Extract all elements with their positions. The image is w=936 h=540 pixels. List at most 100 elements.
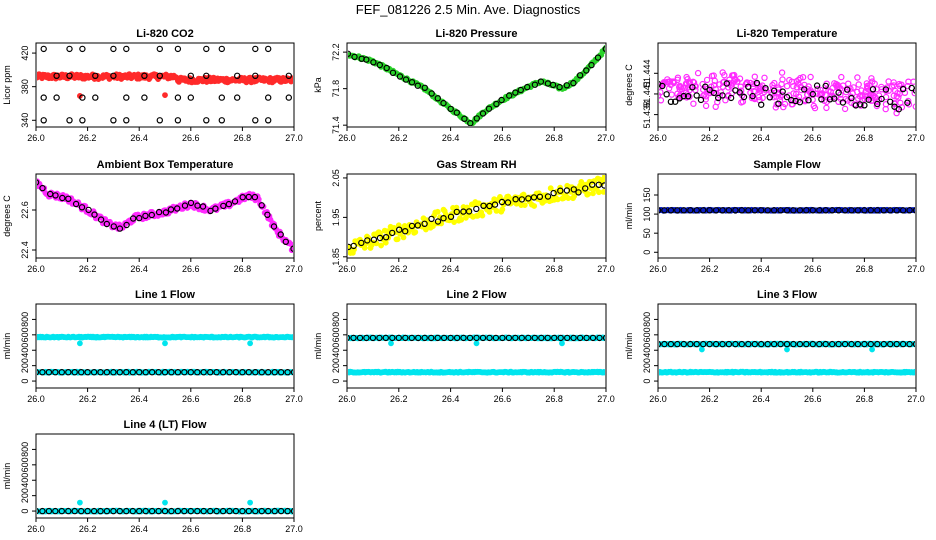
data-point bbox=[809, 207, 817, 214]
series-2-5-min-average bbox=[348, 334, 605, 342]
data-point bbox=[156, 72, 163, 80]
data-point bbox=[700, 207, 707, 214]
data-point bbox=[856, 101, 864, 108]
data-point bbox=[479, 212, 486, 219]
x-tick-label: 27.0 bbox=[597, 394, 615, 404]
y-tick-label: 0 bbox=[20, 509, 30, 514]
data-point bbox=[723, 80, 731, 87]
x-tick-label: 26.0 bbox=[27, 394, 45, 404]
data-point bbox=[265, 45, 272, 53]
data-point bbox=[428, 90, 435, 97]
data-point bbox=[603, 369, 605, 376]
series-scatter bbox=[40, 45, 292, 124]
x-tick-label: 26.0 bbox=[649, 133, 667, 143]
x-tick-label: 26.2 bbox=[701, 133, 719, 143]
data-point bbox=[103, 220, 111, 228]
data-point bbox=[770, 207, 778, 214]
data-point bbox=[78, 204, 86, 211]
data-point bbox=[71, 507, 78, 515]
x-tick-label: 26.0 bbox=[338, 133, 356, 143]
data-point bbox=[123, 45, 130, 53]
data-point bbox=[389, 229, 396, 237]
data-point bbox=[187, 369, 194, 376]
data-point bbox=[880, 207, 888, 214]
data-point bbox=[659, 82, 666, 90]
data-point bbox=[841, 207, 849, 214]
data-point bbox=[745, 207, 752, 214]
data-point bbox=[751, 207, 759, 214]
x-tick-label: 26.6 bbox=[182, 264, 200, 274]
y-tick-label: 51.444 bbox=[642, 60, 652, 88]
y-tick-label: 51.438 bbox=[642, 101, 652, 129]
data-point bbox=[473, 115, 480, 122]
data-point bbox=[141, 94, 148, 101]
data-point bbox=[732, 207, 739, 214]
data-point bbox=[835, 89, 842, 96]
data-point bbox=[369, 334, 377, 342]
chart-rh: Gas Stream RH percent 26.0 26.2 26.4 26.6 26.8… bbox=[313, 159, 615, 274]
data-point bbox=[683, 81, 691, 88]
data-point bbox=[277, 507, 285, 515]
data-point bbox=[770, 84, 777, 92]
y-tick-label: 0 bbox=[331, 379, 341, 384]
data-point bbox=[174, 369, 182, 376]
data-point bbox=[576, 72, 584, 79]
data-point bbox=[135, 369, 143, 376]
x-tick-label: 26.0 bbox=[27, 264, 45, 274]
data-point bbox=[59, 194, 66, 202]
data-point bbox=[835, 98, 842, 106]
data-point bbox=[40, 117, 47, 124]
data-point bbox=[103, 369, 111, 376]
data-point bbox=[805, 96, 812, 104]
data-point bbox=[554, 196, 561, 203]
data-point bbox=[491, 201, 499, 208]
chart-title: Line 4 (LT) Flow bbox=[124, 419, 207, 431]
data-point bbox=[583, 334, 590, 342]
y-tick-label: 50 bbox=[642, 228, 652, 238]
data-point bbox=[745, 83, 752, 91]
data-point bbox=[168, 507, 175, 515]
data-point bbox=[777, 340, 784, 348]
data-point bbox=[887, 207, 894, 214]
data-point bbox=[576, 334, 584, 342]
data-point bbox=[512, 89, 519, 96]
data-point bbox=[155, 208, 163, 216]
data-point bbox=[79, 117, 86, 124]
data-point bbox=[680, 207, 688, 214]
data-point bbox=[697, 96, 705, 104]
data-point bbox=[834, 81, 842, 89]
data-point bbox=[775, 100, 782, 107]
y-tick-label: 800 bbox=[20, 312, 30, 327]
data-point bbox=[839, 99, 847, 106]
x-tick-label: 26.0 bbox=[649, 394, 667, 404]
data-point bbox=[382, 239, 389, 246]
series-2-5-min-average bbox=[659, 340, 915, 348]
data-point bbox=[284, 507, 291, 515]
data-point bbox=[258, 202, 265, 209]
data-point bbox=[194, 369, 201, 376]
data-point bbox=[412, 229, 419, 235]
data-point bbox=[663, 91, 670, 98]
data-point bbox=[142, 212, 149, 220]
data-point bbox=[667, 340, 675, 348]
data-point bbox=[687, 207, 694, 214]
data-point bbox=[531, 81, 539, 88]
data-point bbox=[788, 101, 796, 108]
data-point bbox=[829, 84, 836, 92]
data-point bbox=[809, 340, 817, 348]
data-point bbox=[161, 369, 169, 376]
chart-title: Line 2 Flow bbox=[447, 289, 507, 301]
data-point bbox=[759, 94, 766, 102]
data-point bbox=[670, 78, 677, 86]
y-tick-label: 600 bbox=[20, 327, 30, 342]
data-point bbox=[838, 73, 845, 81]
plot-frame bbox=[35, 433, 295, 519]
data-point bbox=[749, 92, 756, 100]
y-tick-label: 340 bbox=[20, 113, 30, 128]
data-point bbox=[415, 334, 422, 342]
x-tick-label: 26.4 bbox=[442, 394, 460, 404]
data-point bbox=[694, 69, 702, 77]
x-tick-label: 26.8 bbox=[545, 264, 563, 274]
x-tick-label: 26.2 bbox=[701, 394, 719, 404]
data-point bbox=[863, 84, 871, 91]
